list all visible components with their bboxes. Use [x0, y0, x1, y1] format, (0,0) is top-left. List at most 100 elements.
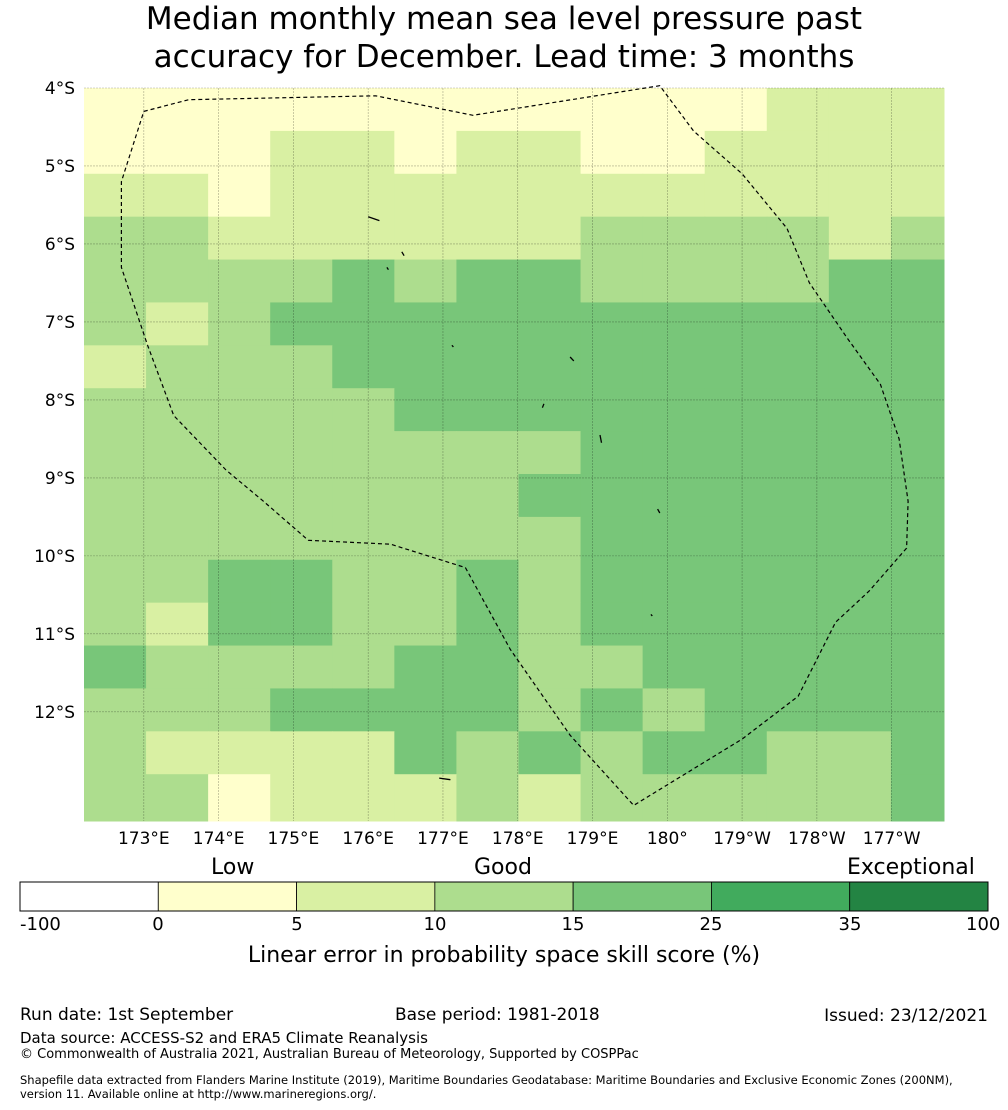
grid-cell: [518, 602, 582, 647]
grid-cell: [456, 516, 519, 561]
grid-cell: [704, 388, 768, 432]
island: [367, 216, 380, 222]
shapefile-credit-line-2: version 11. Available online at http://w…: [20, 1087, 377, 1101]
grid-cell: [84, 559, 147, 604]
grid-cell: [332, 731, 395, 775]
grid-cell: [828, 559, 892, 604]
grid-cell: [890, 473, 945, 518]
grid-cell: [332, 645, 395, 689]
grid-cell: [84, 130, 147, 175]
grid-cell: [766, 88, 830, 132]
grid-cell: [890, 516, 945, 561]
grid-cell: [146, 130, 209, 175]
grid-cell: [146, 774, 209, 822]
title-line-1: Median monthly mean sea level pressure p…: [145, 1, 863, 37]
grid-cell: [208, 88, 271, 132]
grid-cell: [642, 302, 706, 346]
grid-cell: [84, 774, 147, 822]
issued-date: Issued: 23/12/2021: [824, 1006, 988, 1026]
grid-cell: [394, 130, 457, 175]
grid-cell: [704, 774, 768, 822]
latitude-label: 9°S: [45, 469, 75, 489]
colorbar-category-exceptional: Exceptional: [847, 855, 975, 880]
island: [657, 508, 661, 514]
grid-cell: [394, 602, 457, 647]
grid-cell: [84, 731, 147, 775]
copyright: © Commonwealth of Australia 2021, Austra…: [20, 1047, 639, 1062]
grid-cell: [332, 559, 395, 604]
grid-cell: [580, 516, 644, 561]
grid-cell: [270, 216, 333, 261]
grid-cell: [580, 431, 644, 475]
grid-cell: [890, 216, 945, 261]
longitude-label: 177°W: [863, 829, 921, 849]
grid-cell: [890, 173, 945, 218]
longitude-label: 176°E: [342, 829, 394, 849]
graticule: [84, 87, 944, 821]
grid-cell: [394, 731, 457, 775]
map-title: Median monthly mean sea level pressure p…: [0, 0, 1008, 76]
longitude-label: 179°E: [567, 829, 619, 849]
grid-cell: [84, 302, 147, 346]
grid-cell: [270, 688, 333, 732]
colorbar-tick: 0: [152, 914, 164, 935]
grid-cell: [84, 388, 147, 432]
grid-cell: [270, 345, 333, 389]
grid-cell: [704, 602, 768, 647]
grid-cell: [580, 731, 644, 775]
grid-cell: [332, 130, 395, 175]
island: [401, 251, 405, 257]
grid-cell: [332, 774, 395, 822]
longitude-label: 179°W: [713, 829, 771, 849]
grid-cell: [456, 173, 519, 218]
latitude-label: 10°S: [34, 547, 75, 567]
grid-cell: [766, 345, 830, 389]
grid-cell: [208, 302, 271, 346]
grid-cell: [704, 473, 768, 518]
grid-cell: [642, 173, 706, 218]
grid-cell: [828, 688, 892, 732]
grid-cell: [890, 259, 945, 303]
grid-cell: [332, 431, 395, 475]
grid-cell: [828, 388, 892, 432]
colorbar-tick: -100: [20, 914, 61, 935]
grid-cell: [456, 559, 519, 604]
grid-cell: [394, 473, 457, 518]
grid-cell: [146, 602, 209, 647]
grid-cell: [642, 130, 706, 175]
colorbar-tick: 25: [699, 914, 723, 935]
grid-cell: [518, 216, 582, 261]
grid-cell: [766, 130, 830, 175]
grid-cell: [146, 431, 209, 475]
grid-cell: [704, 130, 768, 175]
grid-cell: [270, 559, 333, 604]
grid-cell: [766, 516, 830, 561]
grid-cell: [84, 259, 147, 303]
grid-cell: [518, 130, 582, 175]
grid-cell: [704, 345, 768, 389]
grid-cell: [642, 774, 706, 822]
skill-grid: [84, 88, 945, 822]
colorbar-tick: 5: [291, 914, 303, 935]
grid-cell: [642, 88, 706, 132]
grid-cell: [394, 388, 457, 432]
grid-cell: [394, 259, 457, 303]
latitude-label: 7°S: [45, 313, 75, 333]
colorbar-frame: [19, 881, 989, 912]
grid-cell: [208, 216, 271, 261]
grid-cell: [642, 602, 706, 647]
grid-cell: [394, 431, 457, 475]
grid-cell: [766, 302, 830, 346]
grid-cell: [456, 388, 519, 432]
grid-cell: [704, 645, 768, 689]
grid-cell: [84, 602, 147, 647]
grid-cell: [642, 688, 706, 732]
grid-cell: [456, 731, 519, 775]
grid-cell: [828, 645, 892, 689]
grid-cell: [146, 516, 209, 561]
grid-cell: [270, 302, 333, 346]
island: [650, 613, 653, 617]
grid-cell: [890, 431, 945, 475]
grid-cell: [580, 473, 644, 518]
grid-cell: [890, 388, 945, 432]
